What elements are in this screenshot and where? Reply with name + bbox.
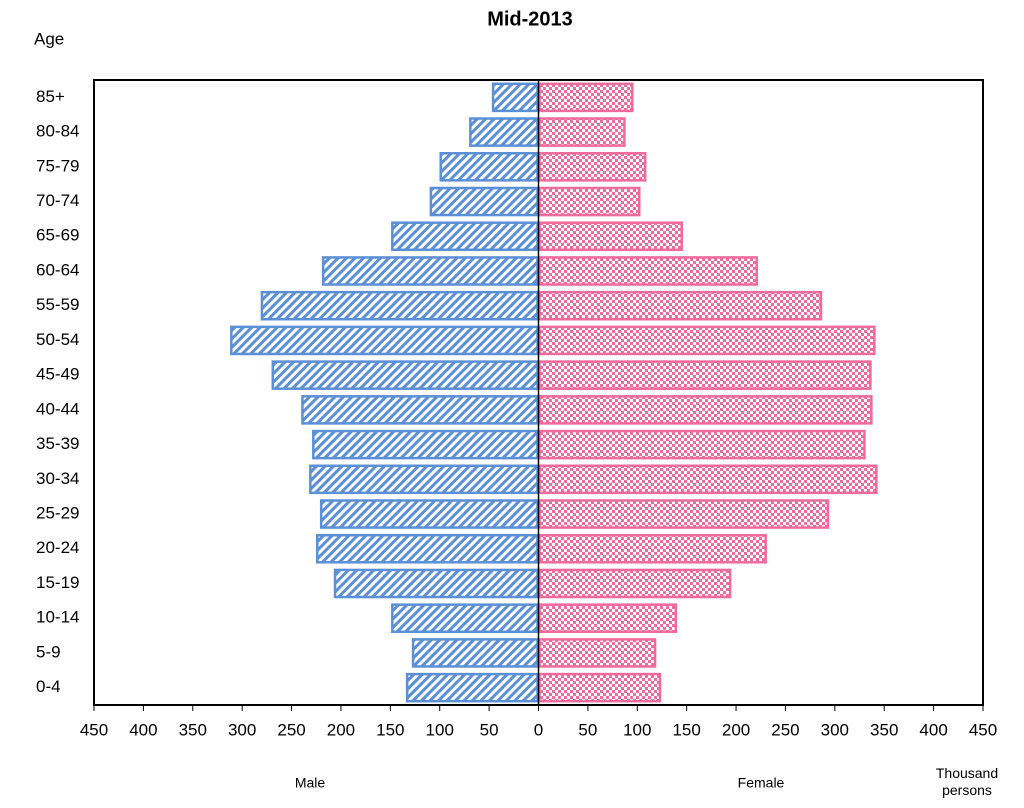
bar	[319, 499, 539, 529]
bar	[429, 186, 539, 217]
bar	[538, 533, 767, 564]
x-tick-label: 350	[870, 720, 898, 739]
x-tick-label: 0	[534, 720, 543, 739]
y-tick-label: 85+	[36, 87, 65, 106]
y-tick-label: 60-64	[36, 260, 79, 279]
x-tick-label: 250	[277, 720, 305, 739]
bar	[538, 117, 626, 147]
x-tick-label: 100	[426, 720, 454, 739]
bar	[411, 638, 539, 668]
y-axis-label: Age	[34, 29, 64, 48]
bar	[538, 360, 872, 390]
y-tick-label: 65-69	[36, 226, 79, 245]
y-tick-label: 70-74	[36, 191, 79, 210]
bar	[538, 568, 732, 599]
bar	[538, 395, 873, 425]
bar	[321, 256, 539, 286]
y-tick-label: 45-49	[36, 365, 79, 384]
x-tick-label: 350	[179, 720, 207, 739]
y-tick-label: 10-14	[36, 608, 79, 627]
legend-label: Female	[738, 775, 785, 791]
bar	[538, 186, 641, 217]
x-tick-label: 300	[821, 720, 849, 739]
bar	[538, 464, 878, 495]
y-tick-label: 80-84	[36, 122, 79, 141]
bar	[230, 325, 539, 356]
bar	[538, 256, 759, 286]
bar	[538, 672, 662, 703]
bar	[538, 603, 678, 633]
x-tick-label: 50	[480, 720, 499, 739]
x-tick-label: 200	[722, 720, 750, 739]
y-tick-label: 55-59	[36, 295, 79, 314]
bar	[439, 152, 539, 182]
y-tick-label: 0-4	[36, 677, 61, 696]
bar	[538, 221, 683, 252]
y-tick-label: 15-19	[36, 573, 79, 592]
y-tick-label: 20-24	[36, 538, 79, 557]
bar	[538, 638, 657, 668]
bar	[491, 82, 539, 113]
x-tick-label: 150	[376, 720, 404, 739]
y-tick-label: 50-54	[36, 330, 79, 349]
bar	[312, 429, 539, 460]
legend-label: Male	[295, 775, 326, 791]
bar	[301, 395, 539, 425]
bar	[538, 152, 647, 182]
y-tick-label: 40-44	[36, 399, 79, 418]
x-tick-label: 150	[672, 720, 700, 739]
bar	[260, 290, 539, 321]
bar	[391, 221, 539, 252]
x-tick-label: 50	[578, 720, 597, 739]
chart-title: Mid-2013	[487, 8, 573, 30]
bar	[469, 117, 539, 147]
y-tick-label: 75-79	[36, 156, 79, 175]
x-tick-label: 250	[771, 720, 799, 739]
bar	[538, 499, 830, 529]
bar	[316, 533, 539, 564]
x-tick-label: 100	[623, 720, 651, 739]
x-tick-label: 200	[327, 720, 355, 739]
bar	[271, 360, 539, 390]
x-tick-label: 400	[129, 720, 157, 739]
x-tick-label: 450	[969, 720, 997, 739]
y-tick-label: 5-9	[36, 642, 61, 661]
bar	[538, 82, 634, 113]
x-tick-label: 400	[919, 720, 947, 739]
y-tick-label: 25-29	[36, 504, 79, 523]
bar	[538, 290, 823, 321]
bar	[391, 603, 539, 633]
y-tick-label: 30-34	[36, 469, 79, 488]
bar	[405, 672, 539, 703]
bar	[538, 429, 866, 460]
bar	[309, 464, 539, 495]
unit-label: Thousand persons	[935, 765, 999, 798]
bar	[538, 325, 876, 356]
x-tick-label: 300	[228, 720, 256, 739]
bar	[333, 568, 539, 599]
x-tick-label: 450	[80, 720, 108, 739]
y-tick-label: 35-39	[36, 434, 79, 453]
